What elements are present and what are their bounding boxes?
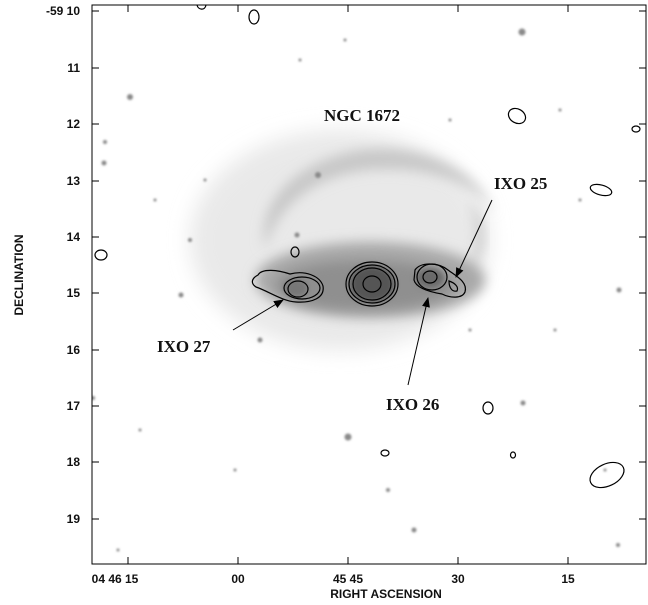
y-tick-label: 14 [67, 230, 81, 244]
x-tick-label: 45 45 [333, 572, 363, 586]
x-tick-label: 15 [561, 572, 575, 586]
y-tick-label: 16 [67, 343, 81, 357]
y-tick-label: 11 [67, 61, 80, 75]
field-stars [92, 28, 622, 552]
x-tick-label: 00 [231, 572, 245, 586]
plot-frame [91, 4, 647, 565]
y-tick-label: 13 [67, 174, 81, 188]
object-label: NGC 1672 [324, 106, 400, 125]
x-tick-label: 30 [451, 572, 465, 586]
y-tick-label: 12 [67, 117, 81, 131]
source-label-ixo26: IXO 26 [386, 395, 439, 414]
source-label-ixo27: IXO 27 [157, 337, 211, 356]
xray-contours [94, 5, 641, 489]
y-tick-label: 19 [67, 512, 81, 526]
y-tick-label: 17 [67, 399, 81, 413]
source-label-ixo25: IXO 25 [494, 174, 547, 193]
y-tick-label: 18 [67, 455, 81, 469]
arrow-ixo25 [455, 199, 493, 278]
x-tick-marks [127, 5, 569, 564]
y-axis-title: DECLINATION [12, 234, 26, 315]
y-tick-labels: -59 10 11 12 13 14 15 16 17 18 19 [46, 4, 80, 526]
galaxy-image [190, 130, 495, 350]
x-tick-labels: 04 46 15 00 45 45 30 15 [92, 572, 575, 586]
arrow-ixo27 [232, 299, 284, 331]
arrow-ixo26 [407, 297, 430, 386]
y-tick-label: 15 [67, 286, 81, 300]
x-axis-title: RIGHT ASCENSION [330, 587, 442, 601]
y-tick-label: -59 10 [46, 4, 80, 18]
x-tick-label: 04 46 15 [92, 572, 139, 586]
y-tick-marks [92, 10, 646, 520]
